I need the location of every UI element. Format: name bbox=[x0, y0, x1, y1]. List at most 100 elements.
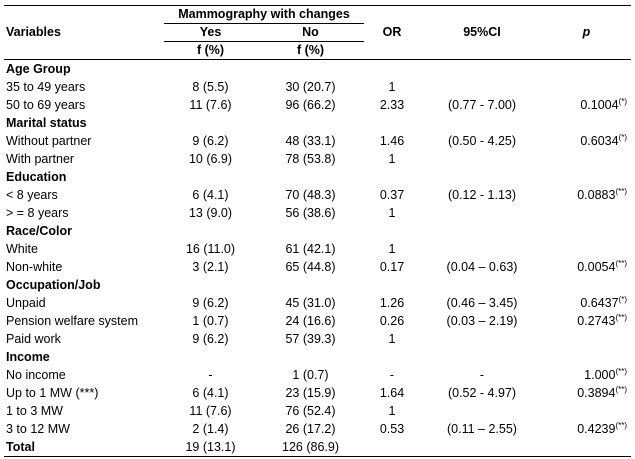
total-no: 126 (86.9) bbox=[257, 438, 364, 457]
header-or: OR bbox=[364, 5, 420, 60]
row-label: With partner bbox=[6, 152, 75, 166]
total-or bbox=[364, 438, 420, 457]
cell-yes: 11 (7.6) bbox=[189, 98, 232, 112]
total-yes: 19 (13.1) bbox=[164, 438, 257, 457]
row-label: Without partner bbox=[6, 134, 92, 148]
cell-ci bbox=[420, 78, 544, 96]
cell-yes: 6 (4.1) bbox=[192, 188, 229, 202]
header-ci: 95%CI bbox=[420, 5, 544, 60]
cell-p: 0.6034(*) bbox=[544, 132, 631, 150]
cell-no: 1 (0.7) bbox=[292, 368, 329, 382]
results-table-container: Variables Mammography with changes OR 95… bbox=[4, 5, 631, 457]
section-header-row: Education bbox=[4, 168, 631, 186]
section-title: Age Group bbox=[4, 59, 631, 78]
cell-yes: 1 (0.7) bbox=[192, 314, 229, 328]
section-header-row: Marital status bbox=[4, 114, 631, 132]
cell-or: 1.46 bbox=[379, 134, 405, 148]
section-title: Marital status bbox=[6, 116, 87, 130]
p-value: 0.0054 bbox=[577, 260, 616, 274]
cell-p: 0.0054(**) bbox=[544, 258, 631, 276]
section-header-row: Occupation/Job bbox=[4, 276, 631, 294]
header-variables: Variables bbox=[4, 5, 164, 60]
cell-p bbox=[544, 330, 631, 348]
row-label: Pension welfare system bbox=[6, 314, 139, 328]
total-row: Total 19 (13.1) 126 (86.9) bbox=[4, 438, 631, 457]
row-label: 35 to 49 years bbox=[6, 80, 86, 94]
cell-ci: (0.46 – 3.45) bbox=[446, 296, 518, 310]
cell-p: 0.4239(**) bbox=[544, 420, 631, 438]
header-mammography-group: Mammography with changes bbox=[164, 5, 364, 24]
cell-no: 30 (20.7) bbox=[285, 80, 336, 94]
p-value: 0.2743 bbox=[577, 314, 616, 328]
cell-yes: 3 (2.1) bbox=[192, 260, 229, 274]
p-footnote-marker: (**) bbox=[615, 187, 627, 196]
cell-no: 70 (48.3) bbox=[285, 188, 336, 202]
table-row: 35 to 49 years 8 (5.5) 30 (20.7) 1 bbox=[4, 78, 631, 96]
cell-yes: 11 (7.6) bbox=[189, 404, 232, 418]
cell-ci bbox=[420, 150, 544, 168]
section-title: Occupation/Job bbox=[6, 278, 101, 292]
table-row: Unpaid 9 (6.2) 45 (31.0) 1.26 (0.46 – 3.45) 0… bbox=[4, 294, 631, 312]
table-row: White 16 (11.0) 61 (42.1) 1 bbox=[4, 240, 631, 258]
table-row: 50 to 69 years 11 (7.6) 96 (66.2) 2.33 (0.77… bbox=[4, 96, 631, 114]
cell-yes: 9 (6.2) bbox=[192, 332, 229, 346]
row-label: > = 8 years bbox=[6, 206, 69, 220]
cell-no: 76 (52.4) bbox=[285, 404, 336, 418]
cell-ci: (0.04 – 0.63) bbox=[446, 260, 518, 274]
cell-no: 57 (39.3) bbox=[285, 332, 336, 346]
cell-p: 0.3894(**) bbox=[544, 384, 631, 402]
cell-no: 61 (42.1) bbox=[285, 242, 336, 256]
cell-yes: 16 (11.0) bbox=[185, 242, 236, 256]
header-p: p bbox=[544, 5, 631, 60]
header-unit-no: f (%) bbox=[296, 43, 325, 57]
cell-ci: (0.77 - 7.00) bbox=[447, 98, 517, 112]
p-value: 0.4239 bbox=[577, 422, 616, 436]
cell-or: 0.26 bbox=[379, 314, 405, 328]
cell-or: 1 bbox=[388, 206, 396, 220]
section-header-row: Income bbox=[4, 348, 631, 366]
header-no: No bbox=[257, 23, 364, 42]
table-row: < 8 years 6 (4.1) 70 (48.3) 0.37 (0.12 - 1.1… bbox=[4, 186, 631, 204]
row-label: No income bbox=[6, 368, 66, 382]
cell-or: 1 bbox=[388, 332, 396, 346]
cell-or: 1 bbox=[388, 242, 396, 256]
row-label: White bbox=[6, 242, 38, 256]
cell-ci: (0.50 - 4.25) bbox=[447, 134, 517, 148]
table-row: 1 to 3 MW 11 (7.6) 76 (52.4) 1 bbox=[4, 402, 631, 420]
cell-yes: - bbox=[208, 368, 213, 382]
cell-p: 1.000(**) bbox=[544, 366, 631, 384]
table-body: Age Group 35 to 49 years 8 (5.5) 30 (20.7) 1… bbox=[4, 59, 631, 439]
cell-p: 0.2743(**) bbox=[544, 312, 631, 330]
cell-ci bbox=[420, 204, 544, 222]
cell-p: 0.0883(**) bbox=[544, 186, 631, 204]
section-title: Education bbox=[6, 170, 67, 184]
table-row: Paid work 9 (6.2) 57 (39.3) 1 bbox=[4, 330, 631, 348]
cell-or: 1 bbox=[388, 152, 396, 166]
cell-no: 65 (44.8) bbox=[285, 260, 336, 274]
cell-or: 0.37 bbox=[379, 188, 405, 202]
row-label: Up to 1 MW (***) bbox=[6, 386, 99, 400]
row-label: Non-white bbox=[6, 260, 63, 274]
table-row: Non-white 3 (2.1) 65 (44.8) 0.17 (0.04 – 0.6… bbox=[4, 258, 631, 276]
cell-no: 23 (15.9) bbox=[285, 386, 336, 400]
table-row: > = 8 years 13 (9.0) 56 (38.6) 1 bbox=[4, 204, 631, 222]
p-value: 0.3894 bbox=[577, 386, 616, 400]
p-value: 0.1004 bbox=[580, 98, 619, 112]
row-label: Paid work bbox=[6, 332, 61, 346]
cell-or: 2.33 bbox=[379, 98, 405, 112]
table-row: 3 to 12 MW 2 (1.4) 26 (17.2) 0.53 (0.11 – 2.… bbox=[4, 420, 631, 438]
cell-ci bbox=[420, 330, 544, 348]
p-value: 0.6437 bbox=[580, 296, 619, 310]
cell-p bbox=[544, 150, 631, 168]
cell-p bbox=[544, 240, 631, 258]
cell-no: 78 (53.8) bbox=[285, 152, 336, 166]
total-p bbox=[544, 438, 631, 457]
cell-p bbox=[544, 78, 631, 96]
cell-ci: (0.03 – 2.19) bbox=[446, 314, 518, 328]
row-label: 1 to 3 MW bbox=[6, 404, 63, 418]
total-label: Total bbox=[4, 438, 164, 457]
cell-or: 1.26 bbox=[379, 296, 405, 310]
table-row: Up to 1 MW (***) 6 (4.1) 23 (15.9) 1.64 (0.5… bbox=[4, 384, 631, 402]
cell-no: 96 (66.2) bbox=[285, 98, 336, 112]
table-row: No income - 1 (0.7) - - 1.000(**) bbox=[4, 366, 631, 384]
